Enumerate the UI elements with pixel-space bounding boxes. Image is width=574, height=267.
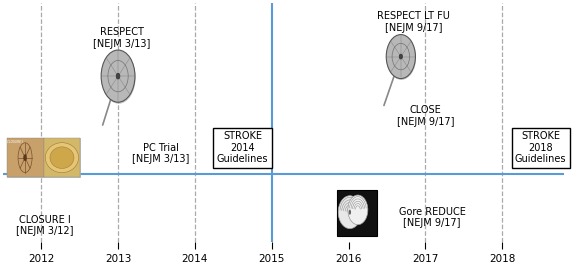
FancyBboxPatch shape [337, 190, 377, 236]
Ellipse shape [45, 143, 79, 172]
Text: RESPECT
[NEJM 3/13]: RESPECT [NEJM 3/13] [93, 27, 150, 49]
Ellipse shape [386, 34, 416, 78]
Ellipse shape [338, 196, 362, 229]
Ellipse shape [102, 52, 135, 104]
Ellipse shape [50, 147, 74, 168]
Text: Gore REDUCE
[NEJM 9/17]: Gore REDUCE [NEJM 9/17] [398, 207, 466, 228]
Text: STROKE
2018
Guidelines: STROKE 2018 Guidelines [515, 131, 567, 164]
Ellipse shape [400, 54, 402, 59]
FancyBboxPatch shape [44, 138, 80, 177]
Ellipse shape [348, 195, 368, 225]
Text: STROKE
2014
Guidelines: STROKE 2014 Guidelines [217, 131, 268, 164]
Text: PC Trial
[NEJM 3/13]: PC Trial [NEJM 3/13] [132, 143, 189, 164]
FancyBboxPatch shape [7, 138, 80, 177]
Text: RESPECT LT FU
[NEJM 9/17]: RESPECT LT FU [NEJM 9/17] [378, 11, 451, 33]
Circle shape [24, 155, 26, 161]
Ellipse shape [101, 50, 135, 102]
Text: CLOSURE I
[NEJM 3/12]: CLOSURE I [NEJM 3/12] [16, 215, 74, 236]
Text: CLOSE
[NEJM 9/17]: CLOSE [NEJM 9/17] [397, 105, 454, 127]
Ellipse shape [116, 73, 120, 79]
Ellipse shape [387, 36, 416, 80]
Text: CLOSURE I: CLOSURE I [7, 140, 24, 144]
Circle shape [348, 210, 351, 215]
FancyBboxPatch shape [7, 138, 44, 177]
